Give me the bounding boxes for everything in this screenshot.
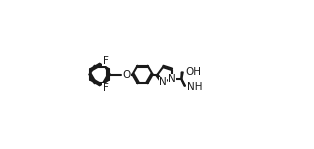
Text: F: F	[102, 56, 108, 66]
Text: NH: NH	[187, 82, 202, 92]
Text: N: N	[159, 77, 167, 87]
Text: F: F	[102, 83, 108, 93]
Text: OH: OH	[185, 67, 201, 77]
Text: O: O	[123, 69, 131, 80]
Text: N: N	[168, 74, 176, 84]
